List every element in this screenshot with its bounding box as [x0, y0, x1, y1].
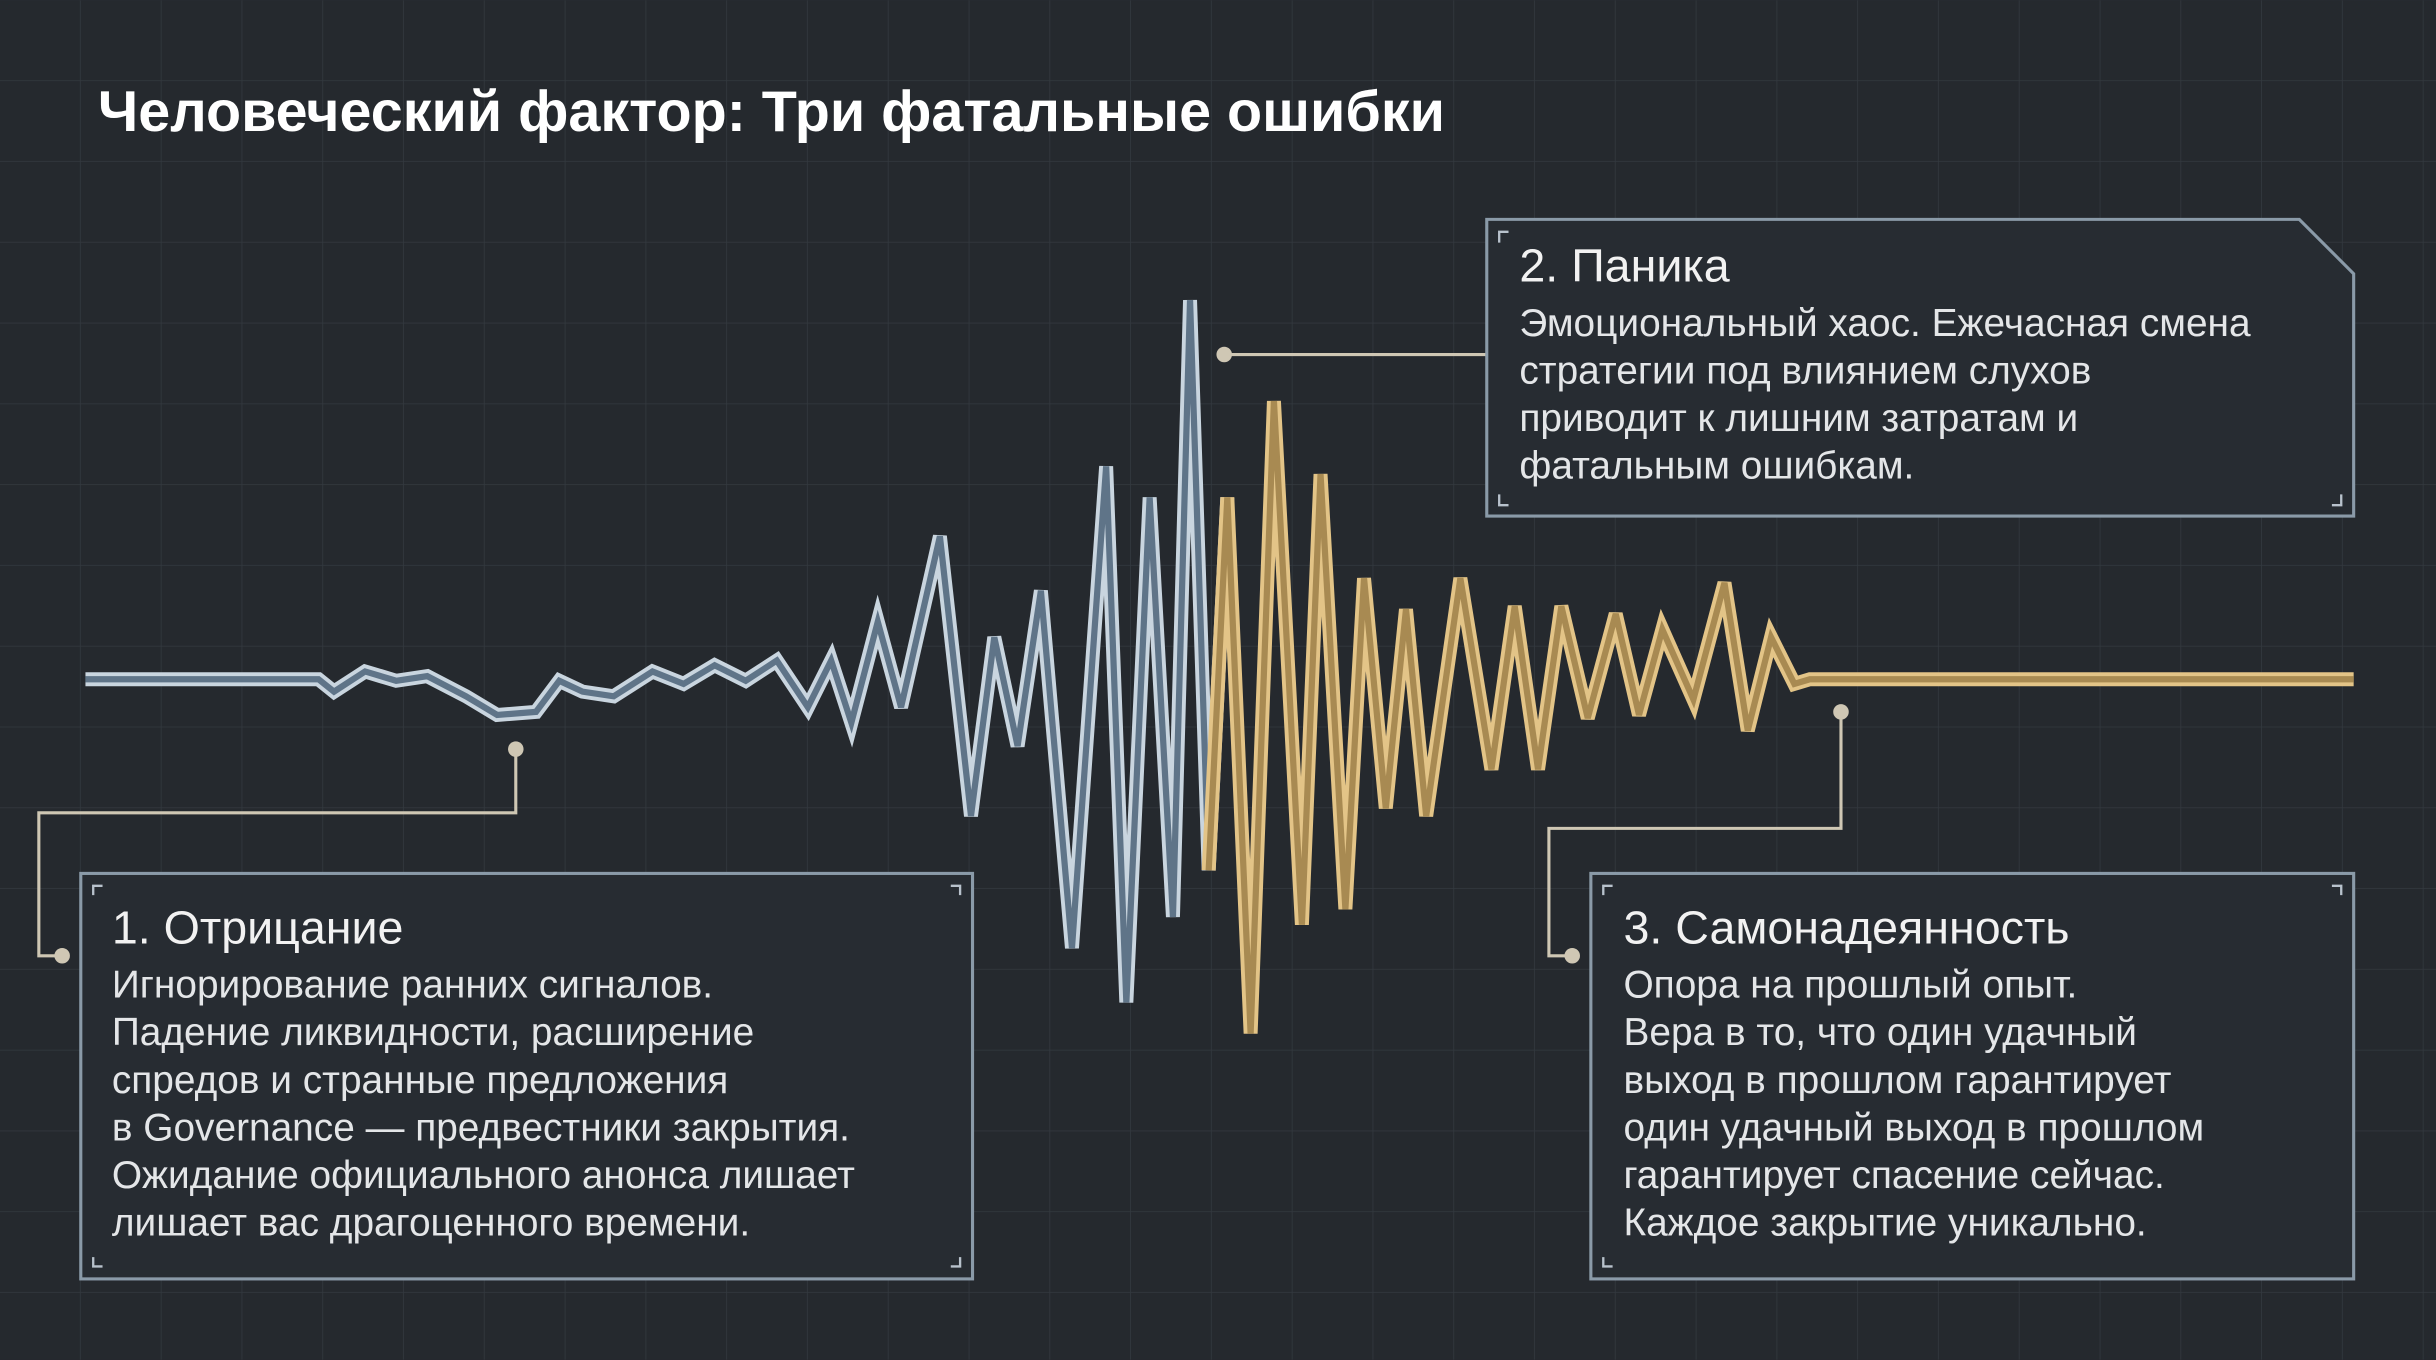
panel-line: Вера в то, что один удачный	[1623, 1011, 2136, 1054]
panel-title: 1. Отрицание	[112, 901, 404, 953]
panel-line: стратегии под влиянием слухов	[1519, 349, 2091, 392]
waveform	[85, 299, 2354, 1034]
panel-title: 2. Паника	[1519, 240, 1729, 292]
panel-line: один удачный выход в прошлом	[1623, 1106, 2204, 1149]
panel-line: Каждое закрытие уникально.	[1623, 1201, 2146, 1244]
panel-line: лишает вас драгоценного времени.	[112, 1201, 750, 1244]
panel-line: спредов и странные предложения	[112, 1059, 728, 1102]
panel-line: Игнорирование ранних сигналов.	[112, 964, 713, 1007]
panel-title: 3. Самонадеянность	[1623, 901, 2069, 953]
panel-line: Падение ликвидности, расширение	[112, 1011, 754, 1054]
panel-line: выход в прошлом гарантирует	[1623, 1059, 2171, 1102]
panel-line: Опора на прошлый опыт.	[1623, 964, 2077, 1007]
panel-box	[1485, 217, 2356, 518]
panel-line: Эмоциональный хаос. Ежечасная смена	[1519, 302, 2251, 345]
page-title: Человеческий фактор: Три фатальные ошибк…	[98, 80, 1445, 144]
panel-line: гарантирует спасение сейчас.	[1623, 1154, 2164, 1197]
panel-box	[1589, 871, 2356, 1281]
panel-line: приводит к лишним затратам и	[1519, 397, 2078, 440]
connectors	[37, 346, 1849, 964]
panel-box	[79, 871, 975, 1281]
panel-line: Ожидание официального анонса лишает	[112, 1154, 855, 1197]
corner-marks	[92, 230, 2343, 1268]
panel-line: фатальным ошибкам.	[1519, 445, 1914, 488]
panel-line: в Governance — предвестники закрытия.	[112, 1106, 850, 1149]
